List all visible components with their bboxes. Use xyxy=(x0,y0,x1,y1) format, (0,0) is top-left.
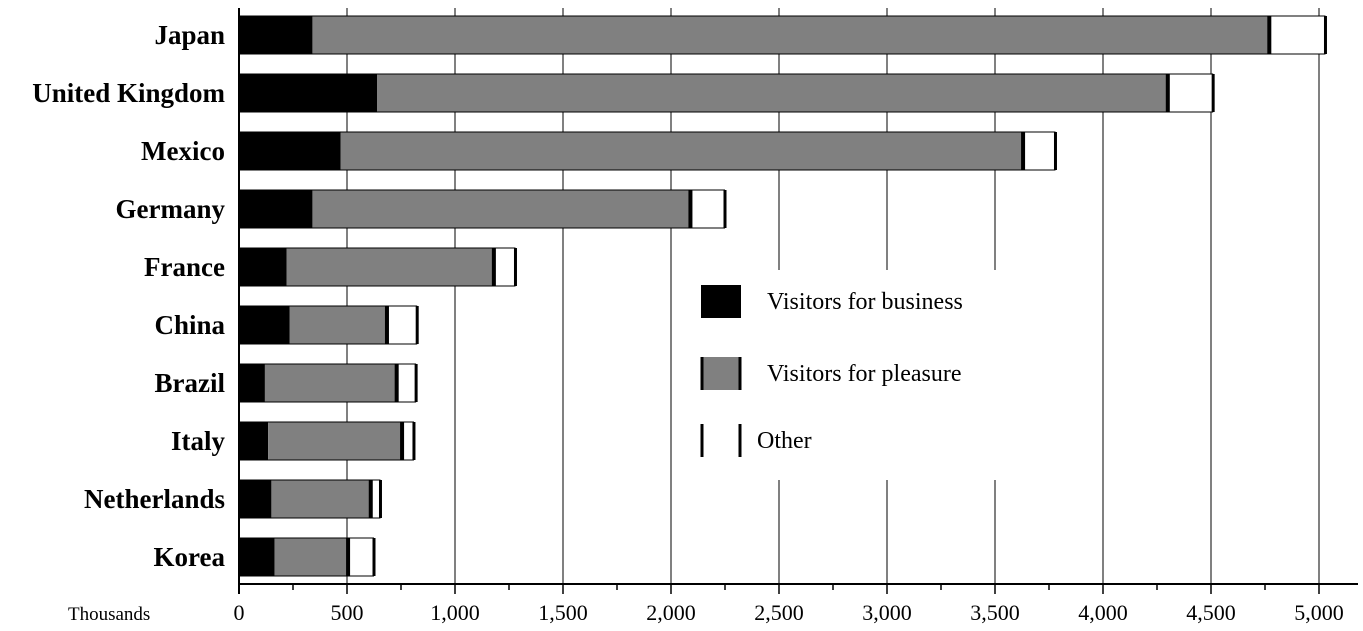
bar-segment xyxy=(239,480,272,518)
x-tick-label: 4,500 xyxy=(1186,600,1236,625)
x-tick-label: 2,000 xyxy=(646,600,696,625)
legend-label: Other xyxy=(757,428,812,454)
x-unit-label: Thousands xyxy=(68,604,150,625)
bar-segment xyxy=(274,538,349,576)
legend-swatch xyxy=(701,424,741,457)
bar-segment xyxy=(268,422,403,460)
category-label: Netherlands xyxy=(84,484,225,514)
bar-segment xyxy=(1167,74,1214,112)
bar-segment xyxy=(289,306,387,344)
bar-segment xyxy=(239,538,275,576)
bar-segment xyxy=(340,132,1024,170)
bar-segment xyxy=(239,248,287,286)
category-label: Italy xyxy=(171,426,226,456)
category-label: Korea xyxy=(154,542,226,572)
category-label: France xyxy=(144,252,225,282)
bar-segment xyxy=(1269,16,1326,54)
bar-segment xyxy=(239,132,341,170)
bar-segment xyxy=(264,364,397,402)
x-tick-label: 4,000 xyxy=(1078,600,1128,625)
bar-segment xyxy=(239,74,378,112)
legend-swatch xyxy=(701,285,741,318)
legend-label: Visitors for business xyxy=(767,289,963,315)
bar-segment xyxy=(493,248,516,286)
x-tick-label: 5,000 xyxy=(1294,600,1344,625)
category-labels: Japan United Kingdom Mexico Germany France Ch… xyxy=(32,20,225,572)
bar-segment xyxy=(239,16,313,54)
bars xyxy=(239,15,1327,577)
x-tick-label: 1,500 xyxy=(538,600,588,625)
legend-label: Visitors for pleasure xyxy=(767,361,962,387)
legend-background xyxy=(688,270,1078,480)
bar-segment xyxy=(239,190,313,228)
category-label: Brazil xyxy=(155,368,226,398)
category-label: Japan xyxy=(154,20,225,50)
bar-segment xyxy=(1023,132,1056,170)
bar-segment xyxy=(312,190,691,228)
bar-segment xyxy=(386,306,418,344)
bar-segment xyxy=(402,422,414,460)
x-tick-label: 3,500 xyxy=(970,600,1020,625)
bar-segment xyxy=(396,364,417,402)
legend-swatch xyxy=(701,357,741,390)
bar-segment xyxy=(690,190,725,228)
bar-segment xyxy=(286,248,494,286)
x-tick-label: 500 xyxy=(331,600,364,625)
category-label: Germany xyxy=(116,194,226,224)
bar-segment xyxy=(239,422,269,460)
x-tick-label: 3,000 xyxy=(862,600,912,625)
category-label: China xyxy=(154,310,225,340)
bar-segment xyxy=(377,74,1168,112)
x-axis: 0 500 1,000 1,500 2,000 2,500 3,000 3,500 4,000 4… xyxy=(68,8,1358,625)
x-tick-label: 2,500 xyxy=(754,600,804,625)
x-tick-label: 1,000 xyxy=(430,600,480,625)
bar-segment xyxy=(370,480,381,518)
category-label: United Kingdom xyxy=(32,78,225,108)
x-tick-label: 0 xyxy=(234,600,245,625)
bar-segment xyxy=(239,364,265,402)
bar-segment xyxy=(348,538,374,576)
bar-segment xyxy=(239,306,290,344)
bar-segment xyxy=(312,16,1270,54)
category-label: Mexico xyxy=(141,136,225,166)
legend: Visitors for business Visitors for pleasu… xyxy=(688,270,1078,480)
bar-segment xyxy=(271,480,371,518)
